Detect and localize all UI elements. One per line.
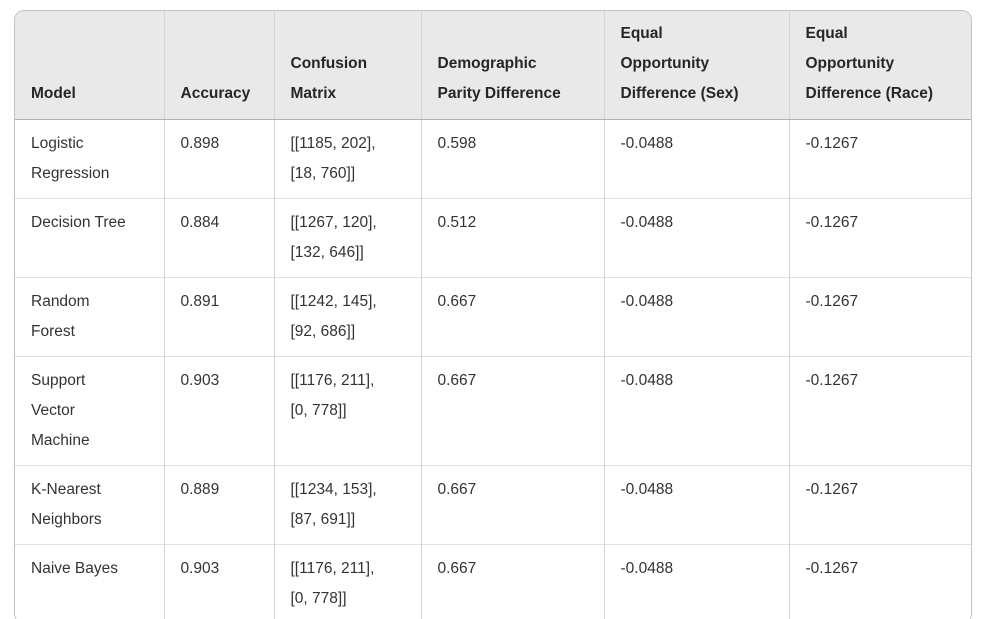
cell-demographic-parity-difference: 0.512 [420, 198, 604, 278]
cell-equal-opportunity-difference-sex: -0.0488 [603, 119, 789, 199]
cell-demographic-parity-difference: 0.667 [420, 277, 604, 357]
column-header-accuracy: Accuracy [163, 11, 274, 120]
model-comparison-table-card: Model Accuracy Confusion Matrix Demograp… [14, 10, 972, 619]
column-header-equal-opportunity-difference-sex: Equal Opportunity Difference (Sex) [603, 11, 789, 120]
cell-confusion-matrix: [[1176, 211], [0, 778]] [273, 544, 421, 619]
cell-demographic-parity-difference: 0.667 [420, 544, 604, 619]
cell-demographic-parity-difference: 0.667 [420, 465, 604, 545]
cell-equal-opportunity-difference-race: -0.1267 [788, 119, 971, 199]
column-header-model: Model [15, 11, 164, 120]
column-header-equal-opportunity-difference-race: Equal Opportunity Difference (Race) [788, 11, 971, 120]
table-row: Logistic Regression 0.898 [[1185, 202], … [15, 119, 971, 199]
cell-confusion-matrix: [[1185, 202], [18, 760]] [273, 119, 421, 199]
table-row: Support Vector Machine 0.903 [[1176, 211… [15, 356, 971, 466]
cell-model: Decision Tree [15, 198, 164, 278]
cell-confusion-matrix: [[1176, 211], [0, 778]] [273, 356, 421, 466]
cell-accuracy: 0.903 [163, 356, 274, 466]
cell-confusion-matrix: [[1267, 120], [132, 646]] [273, 198, 421, 278]
cell-equal-opportunity-difference-sex: -0.0488 [603, 356, 789, 466]
cell-equal-opportunity-difference-race: -0.1267 [788, 356, 971, 466]
cell-confusion-matrix: [[1234, 153], [87, 691]] [273, 465, 421, 545]
cell-confusion-matrix: [[1242, 145], [92, 686]] [273, 277, 421, 357]
cell-accuracy: 0.903 [163, 544, 274, 619]
cell-equal-opportunity-difference-race: -0.1267 [788, 198, 971, 278]
cell-model: Naive Bayes [15, 544, 164, 619]
cell-model: Logistic Regression [15, 119, 164, 199]
cell-equal-opportunity-difference-race: -0.1267 [788, 544, 971, 619]
cell-equal-opportunity-difference-sex: -0.0488 [603, 277, 789, 357]
model-comparison-table: Model Accuracy Confusion Matrix Demograp… [15, 11, 971, 619]
cell-demographic-parity-difference: 0.667 [420, 356, 604, 466]
cell-equal-opportunity-difference-sex: -0.0488 [603, 544, 789, 619]
cell-equal-opportunity-difference-sex: -0.0488 [603, 465, 789, 545]
cell-accuracy: 0.884 [163, 198, 274, 278]
table-row: K-Nearest Neighbors 0.889 [[1234, 153], … [15, 465, 971, 545]
cell-demographic-parity-difference: 0.598 [420, 119, 604, 199]
cell-accuracy: 0.898 [163, 119, 274, 199]
table-row: Decision Tree 0.884 [[1267, 120], [132, … [15, 198, 971, 278]
cell-model: K-Nearest Neighbors [15, 465, 164, 545]
cell-accuracy: 0.891 [163, 277, 274, 357]
cell-accuracy: 0.889 [163, 465, 274, 545]
cell-equal-opportunity-difference-race: -0.1267 [788, 465, 971, 545]
cell-equal-opportunity-difference-sex: -0.0488 [603, 198, 789, 278]
column-header-confusion-matrix: Confusion Matrix [273, 11, 421, 120]
header-row: Model Accuracy Confusion Matrix Demograp… [15, 11, 971, 120]
cell-model: Random Forest [15, 277, 164, 357]
table-row: Random Forest 0.891 [[1242, 145], [92, 6… [15, 277, 971, 357]
table-row: Naive Bayes 0.903 [[1176, 211], [0, 778]… [15, 544, 971, 619]
cell-model: Support Vector Machine [15, 356, 164, 466]
cell-equal-opportunity-difference-race: -0.1267 [788, 277, 971, 357]
column-header-demographic-parity-difference: Demographic Parity Difference [420, 11, 604, 120]
